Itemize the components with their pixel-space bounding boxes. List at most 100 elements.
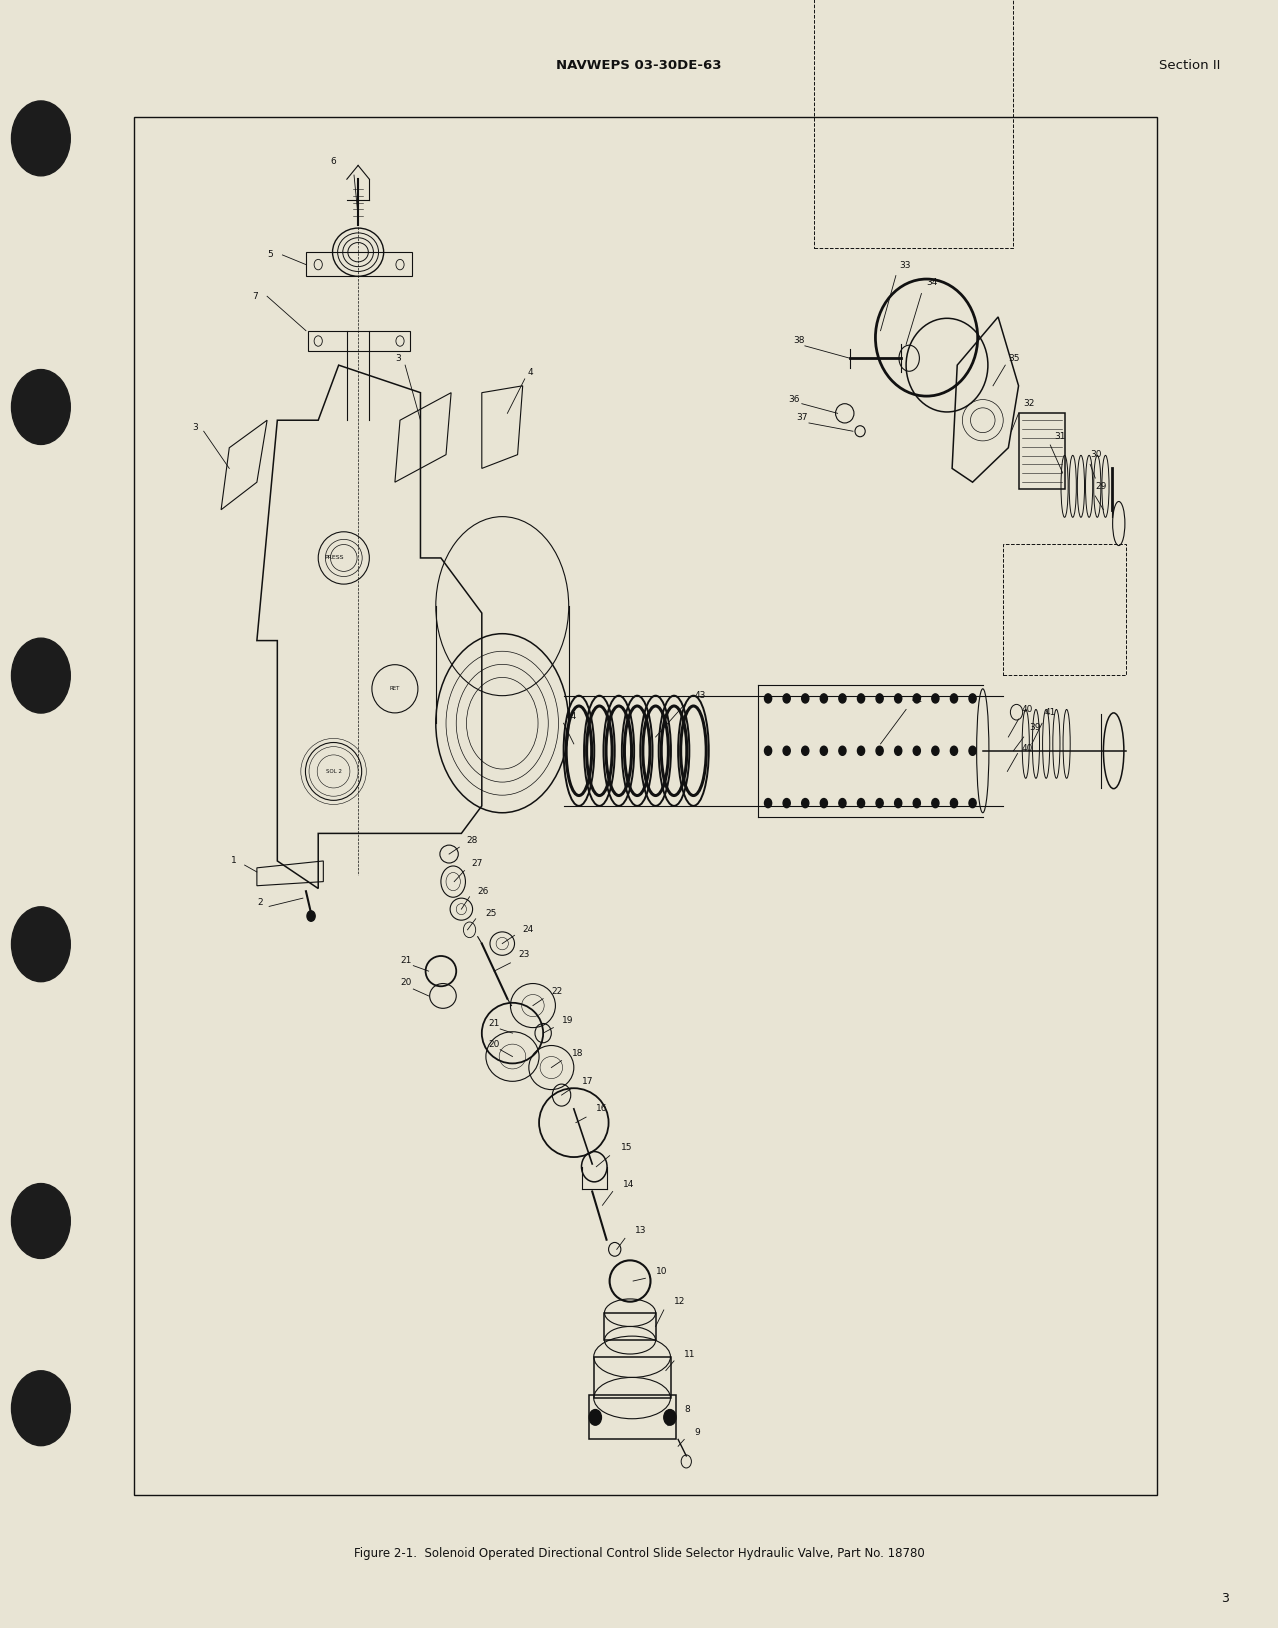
Text: 20: 20 (488, 1040, 500, 1048)
Circle shape (589, 1410, 602, 1424)
Text: 40: 40 (1021, 705, 1033, 715)
Circle shape (801, 746, 809, 755)
Text: 25: 25 (484, 908, 496, 918)
Circle shape (764, 799, 772, 807)
Circle shape (895, 799, 902, 807)
Text: 26: 26 (478, 887, 489, 895)
Circle shape (914, 799, 920, 807)
Text: 15: 15 (621, 1143, 633, 1153)
Text: 14: 14 (622, 1180, 634, 1188)
Circle shape (820, 694, 827, 703)
Text: 7: 7 (252, 291, 257, 301)
Text: 1: 1 (231, 856, 236, 866)
Bar (1003, 544, 1126, 676)
Text: 43: 43 (694, 692, 705, 700)
Bar (134, 117, 1157, 1495)
Text: 19: 19 (561, 1016, 573, 1026)
Text: 22: 22 (551, 987, 562, 996)
Circle shape (858, 694, 865, 703)
Text: 10: 10 (656, 1267, 667, 1276)
Circle shape (875, 694, 883, 703)
Bar (589, 1395, 676, 1439)
Circle shape (858, 746, 865, 755)
Text: 6: 6 (331, 156, 336, 166)
Text: 12: 12 (674, 1298, 685, 1306)
Text: Section II: Section II (1159, 59, 1220, 72)
Circle shape (932, 746, 939, 755)
Circle shape (783, 799, 790, 807)
Text: 9: 9 (694, 1428, 700, 1438)
Text: 17: 17 (581, 1076, 593, 1086)
Circle shape (764, 746, 772, 755)
Text: 21: 21 (400, 956, 412, 965)
Circle shape (951, 799, 957, 807)
Circle shape (764, 694, 772, 703)
Circle shape (969, 746, 976, 755)
Text: 18: 18 (571, 1050, 583, 1058)
Text: RET: RET (390, 687, 400, 692)
Circle shape (969, 799, 976, 807)
Text: 13: 13 (635, 1226, 647, 1234)
Text: 36: 36 (789, 396, 800, 404)
Circle shape (895, 694, 902, 703)
Text: 30: 30 (1090, 451, 1102, 459)
Text: 24: 24 (523, 925, 534, 934)
Text: 8: 8 (684, 1405, 690, 1413)
Text: 41: 41 (1044, 708, 1056, 716)
Circle shape (858, 799, 865, 807)
Text: 16: 16 (597, 1104, 608, 1114)
Circle shape (820, 746, 827, 755)
Text: 28: 28 (466, 835, 478, 845)
Circle shape (12, 907, 70, 982)
Circle shape (838, 746, 846, 755)
Text: 3: 3 (193, 423, 198, 431)
Circle shape (12, 1371, 70, 1446)
Circle shape (12, 370, 70, 444)
Text: NAVWEPS 03-30DE-63: NAVWEPS 03-30DE-63 (556, 59, 722, 72)
Circle shape (820, 799, 827, 807)
Text: 23: 23 (519, 951, 530, 959)
Circle shape (951, 694, 957, 703)
Text: 35: 35 (1008, 353, 1020, 363)
Circle shape (663, 1410, 676, 1424)
Text: 39: 39 (1029, 723, 1040, 733)
Bar (814, 0, 1013, 247)
Text: 3: 3 (395, 353, 400, 363)
Text: 38: 38 (794, 335, 805, 345)
Text: 37: 37 (796, 414, 808, 422)
Text: 44: 44 (566, 711, 576, 721)
Circle shape (12, 1184, 70, 1258)
Text: 31: 31 (1054, 433, 1066, 441)
Text: 21: 21 (488, 1019, 500, 1027)
Circle shape (914, 746, 920, 755)
Circle shape (801, 694, 809, 703)
Text: 11: 11 (684, 1350, 695, 1358)
Text: 42: 42 (911, 695, 923, 705)
Text: SOL 2: SOL 2 (326, 768, 341, 773)
Text: 27: 27 (472, 860, 483, 868)
Text: 40: 40 (1021, 744, 1033, 752)
Text: 3: 3 (1222, 1592, 1229, 1605)
Text: Figure 2-1.  Solenoid Operated Directional Control Slide Selector Hydraulic Valv: Figure 2-1. Solenoid Operated Directiona… (354, 1547, 924, 1560)
Circle shape (932, 694, 939, 703)
Text: 32: 32 (1024, 399, 1035, 409)
Circle shape (12, 638, 70, 713)
Circle shape (875, 746, 883, 755)
Text: 4: 4 (528, 368, 533, 376)
Circle shape (12, 101, 70, 176)
Circle shape (838, 799, 846, 807)
Circle shape (895, 746, 902, 755)
Circle shape (783, 694, 790, 703)
Text: 33: 33 (898, 262, 910, 270)
Circle shape (307, 910, 316, 921)
Circle shape (875, 799, 883, 807)
Text: 5: 5 (267, 251, 272, 259)
Circle shape (951, 746, 957, 755)
Circle shape (783, 746, 790, 755)
Circle shape (969, 694, 976, 703)
Circle shape (914, 694, 920, 703)
Text: 2: 2 (257, 897, 262, 907)
Circle shape (801, 799, 809, 807)
Text: 34: 34 (927, 278, 938, 287)
Text: 20: 20 (400, 978, 412, 987)
